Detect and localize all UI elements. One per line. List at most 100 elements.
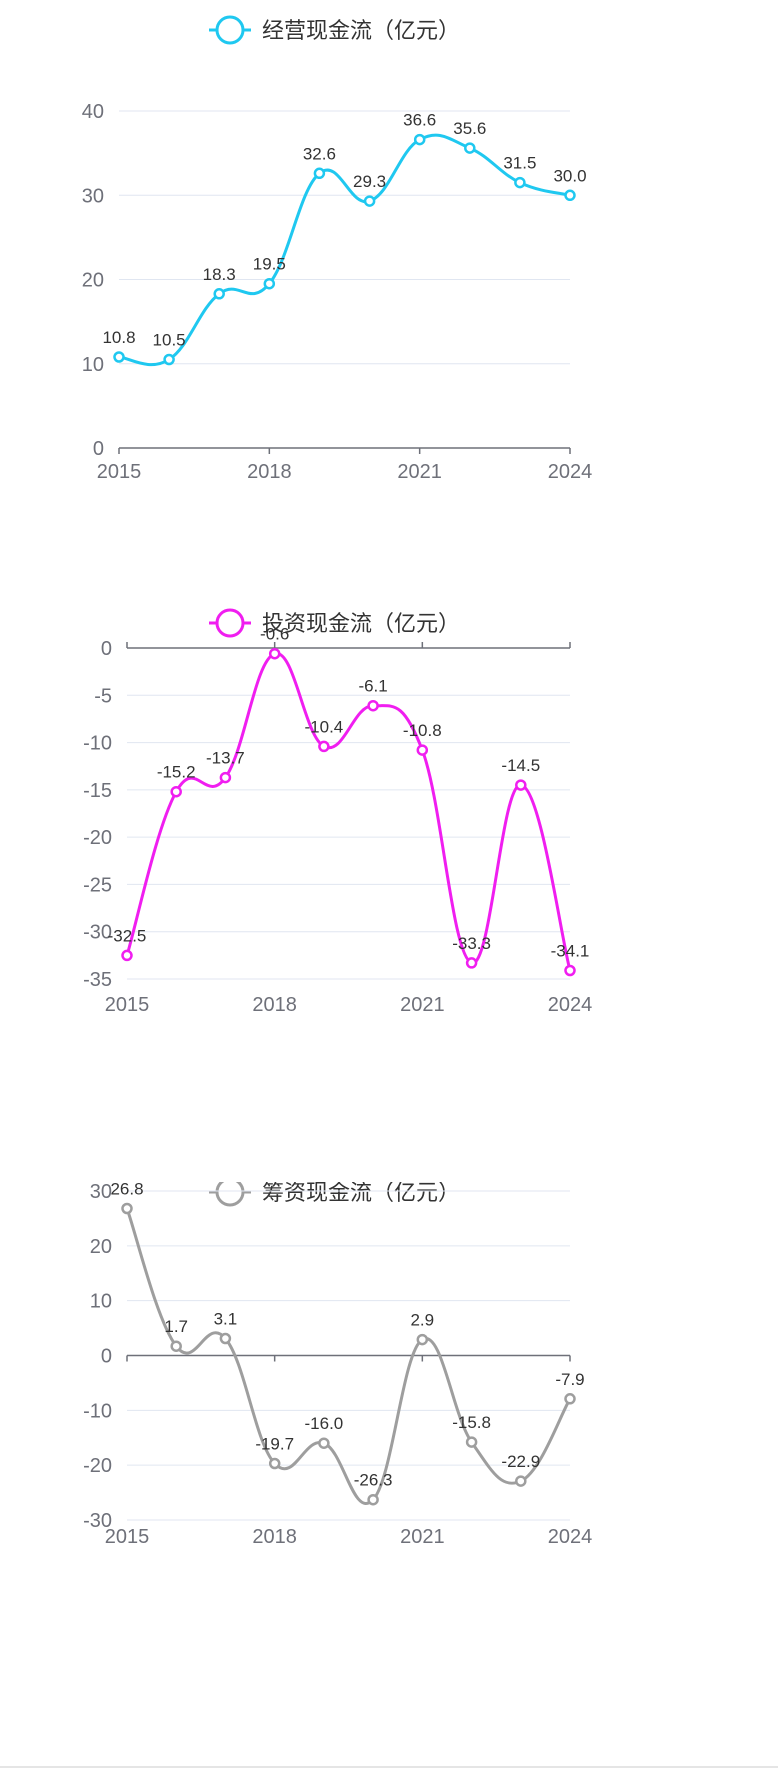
data-label: 31.5: [503, 154, 536, 173]
y-tick-label: -30: [83, 1510, 112, 1532]
data-point[interactable]: [268, 647, 281, 660]
data-point[interactable]: [465, 1436, 478, 1448]
data-point[interactable]: [416, 1333, 429, 1346]
y-tick-label: 30: [82, 185, 104, 207]
legend[interactable]: 投资现金流（亿元）: [209, 608, 460, 638]
data-point[interactable]: [416, 744, 429, 756]
y-tick-label: -25: [83, 874, 112, 896]
x-tick-label: 2021: [400, 994, 445, 1016]
y-tick-label: 0: [101, 638, 112, 660]
data-label: 3.1: [214, 1310, 238, 1329]
y-tick-label: -20: [83, 827, 112, 849]
data-label: -19.7: [255, 1435, 294, 1454]
data-label: 18.3: [203, 265, 236, 284]
data-point[interactable]: [515, 779, 527, 791]
data-label: 10.5: [153, 331, 186, 350]
x-tick-label: 2018: [252, 1526, 297, 1548]
data-point[interactable]: [367, 1493, 379, 1506]
x-tick-label: 2024: [548, 1526, 593, 1548]
y-tick-label: 10: [82, 354, 104, 376]
data-label: 26.8: [110, 1182, 143, 1199]
y-tick-label: -10: [83, 733, 112, 755]
legend-circle-icon: [215, 15, 245, 45]
data-point[interactable]: [564, 189, 576, 202]
legend-label: 投资现金流（亿元）: [262, 612, 460, 637]
data-label: -10.4: [305, 717, 344, 736]
legend-label: 经营现金流（亿元）: [262, 19, 460, 44]
y-tick-label: 40: [82, 101, 104, 123]
x-tick-label: 2021: [397, 461, 442, 483]
legend-circle-icon: [215, 608, 245, 638]
x-tick-label: 2018: [247, 461, 292, 483]
x-tick-label: 2015: [105, 1526, 150, 1548]
data-label: -26.3: [354, 1471, 393, 1490]
y-tick-label: -10: [83, 1400, 112, 1422]
data-label: -33.3: [452, 934, 491, 953]
data-point[interactable]: [318, 1437, 330, 1449]
data-label: -10.8: [403, 721, 442, 740]
legend-label: 筹资现金流（亿元）: [262, 1182, 460, 1206]
data-point[interactable]: [170, 1340, 182, 1352]
data-label: -0.6: [260, 625, 289, 644]
data-label: -7.9: [555, 1370, 584, 1389]
data-point[interactable]: [121, 1202, 133, 1215]
chart-svg-operating: 经营现金流（亿元） 0 10 20 30 40 2015 2018 2021 2024 10.8 10…: [82, 15, 593, 483]
data-label: 10.8: [102, 328, 135, 347]
x-tick-label: 2018: [252, 994, 297, 1016]
data-label: -6.1: [358, 677, 387, 696]
data-label: 32.6: [303, 144, 336, 163]
y-tick-label: -35: [83, 969, 112, 991]
data-point[interactable]: [564, 1393, 576, 1405]
data-point[interactable]: [121, 949, 133, 962]
data-point[interactable]: [219, 771, 232, 784]
y-tick-label: 0: [93, 438, 104, 460]
y-tick-label: -20: [83, 1455, 112, 1477]
series-line: [125, 652, 572, 971]
data-label: 1.7: [164, 1317, 188, 1336]
y-tick-label: 30: [90, 1182, 112, 1203]
data-point[interactable]: [263, 277, 276, 290]
data-label: 30.0: [553, 166, 586, 185]
data-label: -15.2: [157, 763, 196, 782]
operating-cashflow-chart: 经营现金流（亿元） 0 10 20 30 40 2015 2018 2021 2024 10.8 10…: [0, 0, 778, 560]
y-tick-label: 20: [90, 1236, 112, 1258]
data-point[interactable]: [170, 785, 182, 798]
data-point[interactable]: [413, 133, 426, 146]
financing-cashflow-chart: 筹资现金流（亿元） 30 20 10 0 -10 -20 -30 2015 2018 2021 202…: [0, 1182, 778, 1770]
x-tick-label: 2015: [97, 461, 142, 483]
y-tick-label: -15: [83, 780, 112, 802]
data-label: -13.7: [206, 749, 245, 768]
data-point[interactable]: [367, 699, 379, 712]
y-tick-label: 10: [90, 1291, 112, 1313]
data-label: 2.9: [410, 1311, 434, 1330]
data-label: -16.0: [305, 1414, 344, 1433]
legend[interactable]: 经营现金流（亿元）: [209, 15, 460, 45]
y-tick-label: -30: [83, 922, 112, 944]
chart-svg-investing: 投资现金流（亿元） 0 -5 -10 -15 -20 -25 -30 -35 2015 2018 20…: [83, 608, 592, 1016]
data-point[interactable]: [514, 176, 526, 189]
data-point[interactable]: [268, 1457, 281, 1470]
data-point[interactable]: [564, 964, 576, 977]
series-line: [125, 1207, 572, 1505]
data-point[interactable]: [363, 195, 376, 207]
data-label: -32.5: [108, 926, 147, 945]
data-label: -22.9: [501, 1452, 540, 1471]
x-tick-label: 2024: [548, 461, 593, 483]
y-tick-label: 20: [82, 270, 104, 292]
data-point[interactable]: [163, 353, 175, 366]
investing-cashflow-chart: 投资现金流（亿元） 0 -5 -10 -15 -20 -25 -30 -35 2015 2018 20…: [0, 592, 778, 1152]
data-point[interactable]: [313, 167, 326, 180]
data-point[interactable]: [318, 740, 330, 753]
data-label: 35.6: [453, 119, 486, 138]
data-point[interactable]: [465, 957, 478, 969]
data-label: -34.1: [551, 942, 590, 961]
data-point[interactable]: [213, 288, 225, 300]
data-point[interactable]: [464, 142, 476, 154]
bottom-divider: [0, 1766, 778, 1768]
data-point[interactable]: [219, 1332, 232, 1345]
legend[interactable]: 筹资现金流（亿元）: [209, 1182, 460, 1207]
data-point[interactable]: [113, 351, 125, 363]
data-label: 19.5: [253, 255, 286, 274]
data-point[interactable]: [515, 1475, 527, 1487]
